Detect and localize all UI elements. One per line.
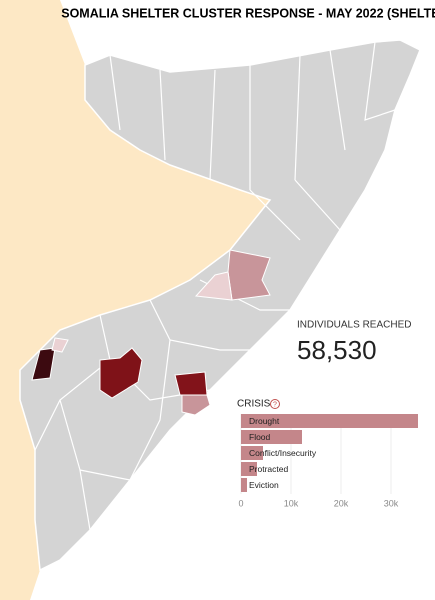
category-label: Eviction [249,480,279,490]
bar-chart: 0 10k 20k 30k Drought Flood Conflict/Insecurit… [238,414,418,508]
district-shaded [227,249,271,301]
bar [241,430,302,444]
bar [241,478,247,492]
chart-title: CRISIS [237,399,271,410]
help-icon[interactable]: ? [270,399,280,409]
category-label: Flood [249,432,271,442]
bar [241,446,263,460]
district-shaded [99,347,143,399]
district-shaded [51,337,69,353]
category-label: Conflict/Insecurity [249,448,317,458]
map [19,39,421,572]
title: SOMALIA SHELTER CLUSTER RESPONSE - MAY 2… [61,6,435,20]
x-tick-label: 20k [334,498,349,508]
help-mark[interactable]: ? [273,401,277,408]
neighbor-land [0,0,270,600]
district-shaded [194,271,233,301]
district-borders [34,41,396,531]
x-tick-label: 0 [238,498,243,508]
help-circle[interactable] [270,399,280,409]
district-shaded [174,371,208,396]
category-label: Drought [249,416,280,426]
country-outline [19,39,421,572]
x-tick-label: 10k [284,498,299,508]
bar [241,414,418,428]
kpi-label: INDIVIDUALS REACHED [297,320,411,331]
kpi-value: 58,530 [297,335,377,365]
category-label: Protracted [249,464,288,474]
bar [241,462,257,476]
district-shaded [31,347,56,381]
x-tick-label: 30k [384,498,399,508]
district-shaded [181,394,211,416]
